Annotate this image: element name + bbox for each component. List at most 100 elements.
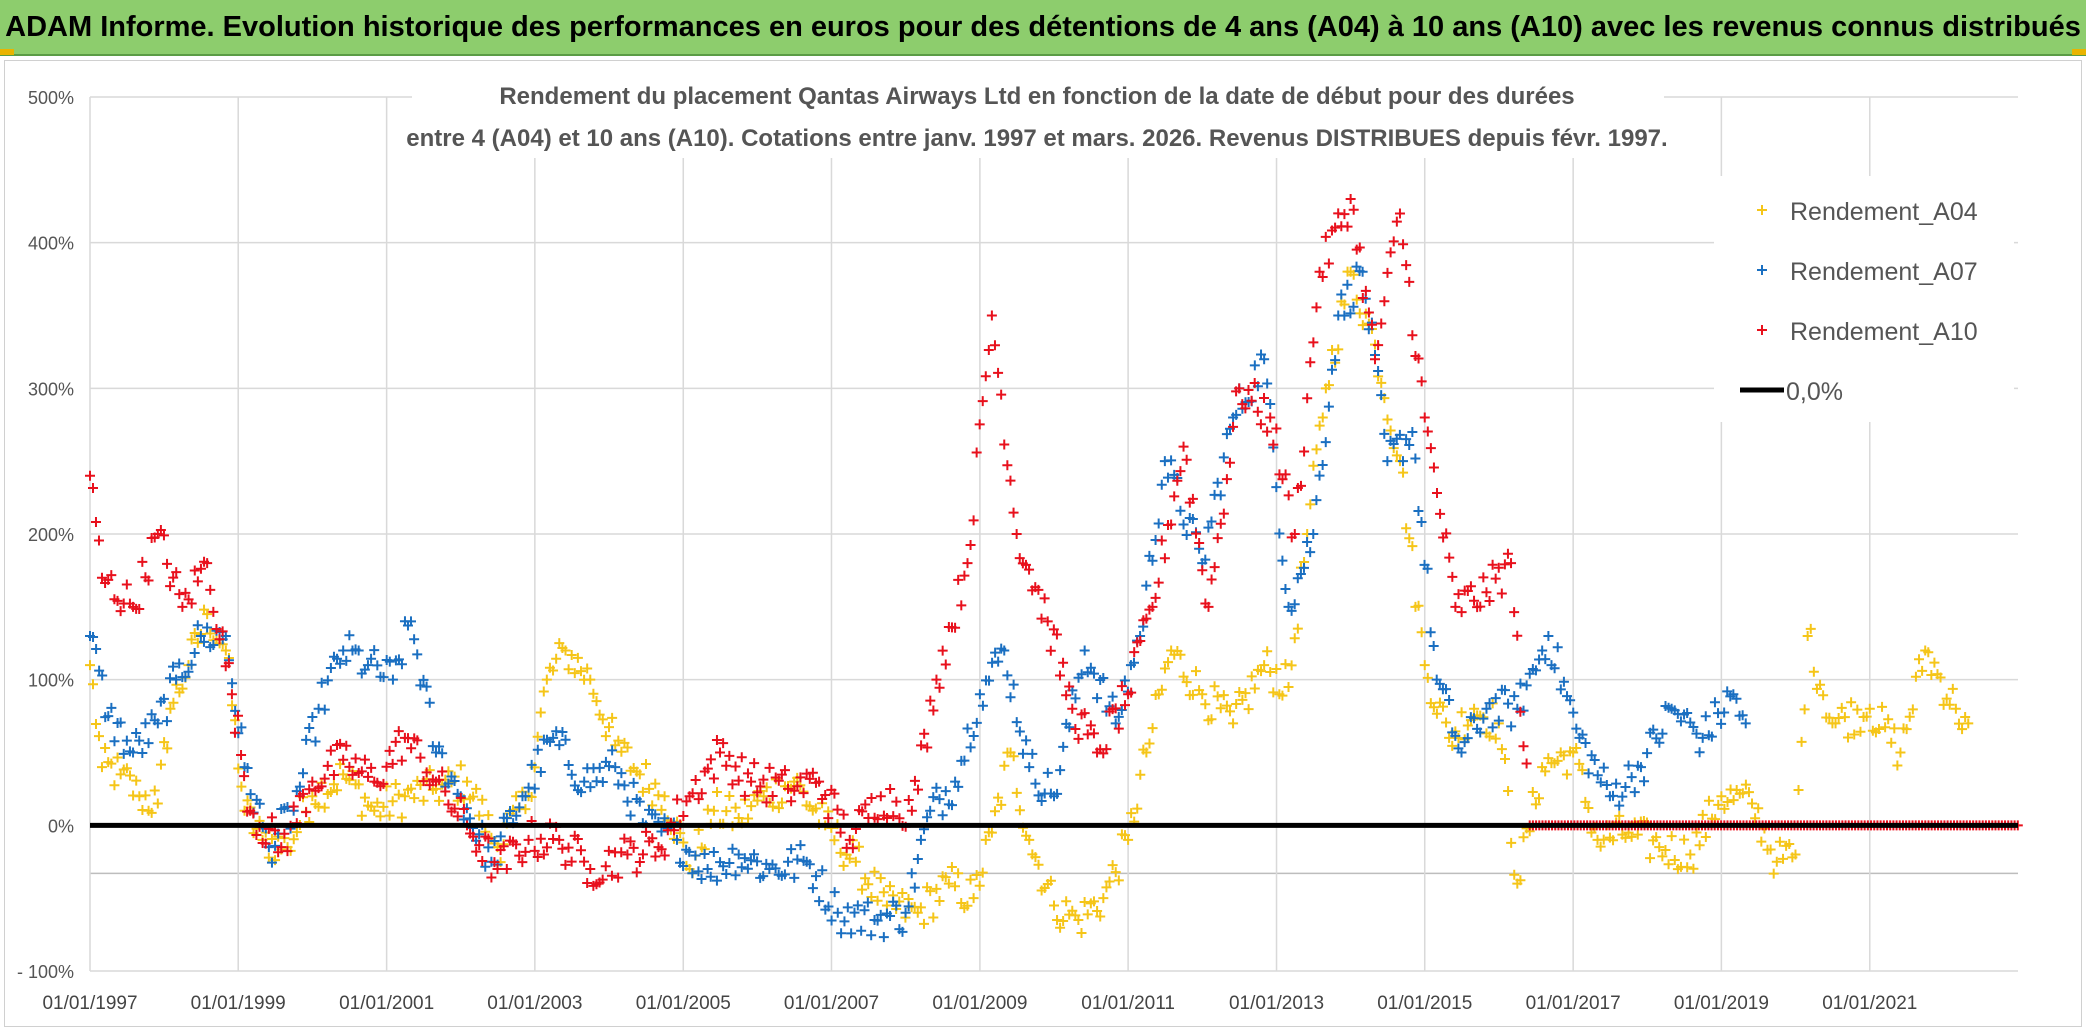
data-point: [1191, 666, 1201, 677]
data-point: [946, 862, 957, 873]
data-point: [1382, 267, 1393, 278]
data-point: [1719, 803, 1730, 814]
series-Rendement_A07: [85, 261, 1751, 943]
data-point: [1422, 672, 1433, 683]
data-point: [1187, 493, 1198, 504]
data-point: [192, 576, 203, 587]
data-point: [1917, 665, 1928, 676]
data-point: [199, 604, 210, 615]
data-point: [353, 645, 364, 656]
data-point: [1830, 718, 1841, 729]
data-point: [316, 677, 327, 688]
data-point: [999, 439, 1010, 450]
data-point: [866, 891, 877, 902]
data-point: [541, 842, 552, 853]
data-point: [1747, 798, 1758, 809]
data-point: [1410, 453, 1421, 464]
data-point: [100, 743, 111, 754]
data-point: [1088, 728, 1099, 739]
data-point: [1614, 810, 1625, 821]
data-point: [529, 783, 540, 794]
data-point: [1138, 744, 1149, 755]
data-point: [146, 709, 157, 720]
data-point: [1113, 723, 1124, 734]
data-point: [1478, 713, 1489, 724]
data-point: [298, 788, 309, 799]
data-point: [783, 856, 794, 867]
data-point: [671, 834, 682, 845]
data-point: [1262, 378, 1273, 389]
data-point: [755, 781, 766, 792]
data-point: [359, 664, 370, 675]
data-point: [591, 696, 602, 707]
data-point: [579, 856, 590, 867]
data-point: [647, 833, 658, 844]
data-point: [1305, 357, 1316, 368]
data-point: [1419, 412, 1430, 423]
data-point: [236, 722, 247, 733]
data-point: [1141, 613, 1152, 624]
data-point: [1503, 786, 1514, 797]
data-point: [959, 570, 970, 581]
data-point: [940, 659, 951, 670]
data-point: [733, 775, 744, 786]
data-point: [325, 663, 336, 674]
data-point: [839, 916, 850, 927]
data-point: [1286, 660, 1297, 671]
data-point: [462, 776, 473, 787]
legend-bg: [1714, 176, 2014, 422]
data-point: [1014, 805, 1025, 816]
data-point: [891, 900, 902, 911]
report-banner: ADAM Informe. Evolution historique des p…: [0, 0, 2086, 56]
data-point: [319, 704, 330, 715]
data-point: [1886, 737, 1897, 748]
data-point: [347, 769, 358, 780]
data-point: [613, 735, 624, 746]
data-point: [789, 872, 800, 883]
data-point: [310, 736, 321, 747]
data-point: [1456, 707, 1467, 718]
data-point: [1500, 753, 1510, 764]
data-point: [483, 842, 494, 853]
data-point: [307, 791, 318, 802]
data-point: [344, 761, 355, 772]
data-point: [727, 843, 738, 854]
data-point: [402, 620, 413, 631]
data-point: [149, 785, 160, 796]
data-point: [977, 867, 988, 878]
data-point: [745, 855, 756, 866]
data-point: [526, 759, 537, 770]
data-point: [1076, 669, 1087, 680]
data-point: [1787, 852, 1798, 863]
data-point: [1298, 562, 1309, 573]
data-point: [1419, 660, 1430, 671]
data-point: [869, 866, 880, 877]
data-point: [1530, 665, 1541, 676]
data-point: [1552, 642, 1563, 653]
data-point: [474, 840, 485, 851]
data-point: [1880, 722, 1891, 733]
data-point: [1818, 690, 1829, 701]
data-point: [783, 783, 794, 794]
data-point: [106, 702, 117, 713]
data-point: [1286, 532, 1297, 543]
data-point: [1228, 421, 1239, 432]
data-point: [1849, 729, 1860, 740]
data-point: [1716, 791, 1727, 802]
data-point: [378, 672, 389, 683]
data-point: [396, 812, 407, 823]
data-point: [1175, 649, 1186, 660]
data-point: [1617, 791, 1628, 802]
data-point: [1265, 412, 1276, 423]
data-point: [563, 760, 574, 771]
data-point: [977, 396, 988, 407]
data-point: [1051, 629, 1062, 640]
data-point: [1675, 716, 1686, 727]
data-point: [693, 794, 704, 805]
data-point: [1268, 687, 1279, 698]
data-point: [192, 620, 203, 631]
data-point: [1194, 538, 1205, 549]
data-point: [798, 788, 809, 799]
data-point: [505, 805, 516, 816]
data-point: [1642, 748, 1653, 759]
